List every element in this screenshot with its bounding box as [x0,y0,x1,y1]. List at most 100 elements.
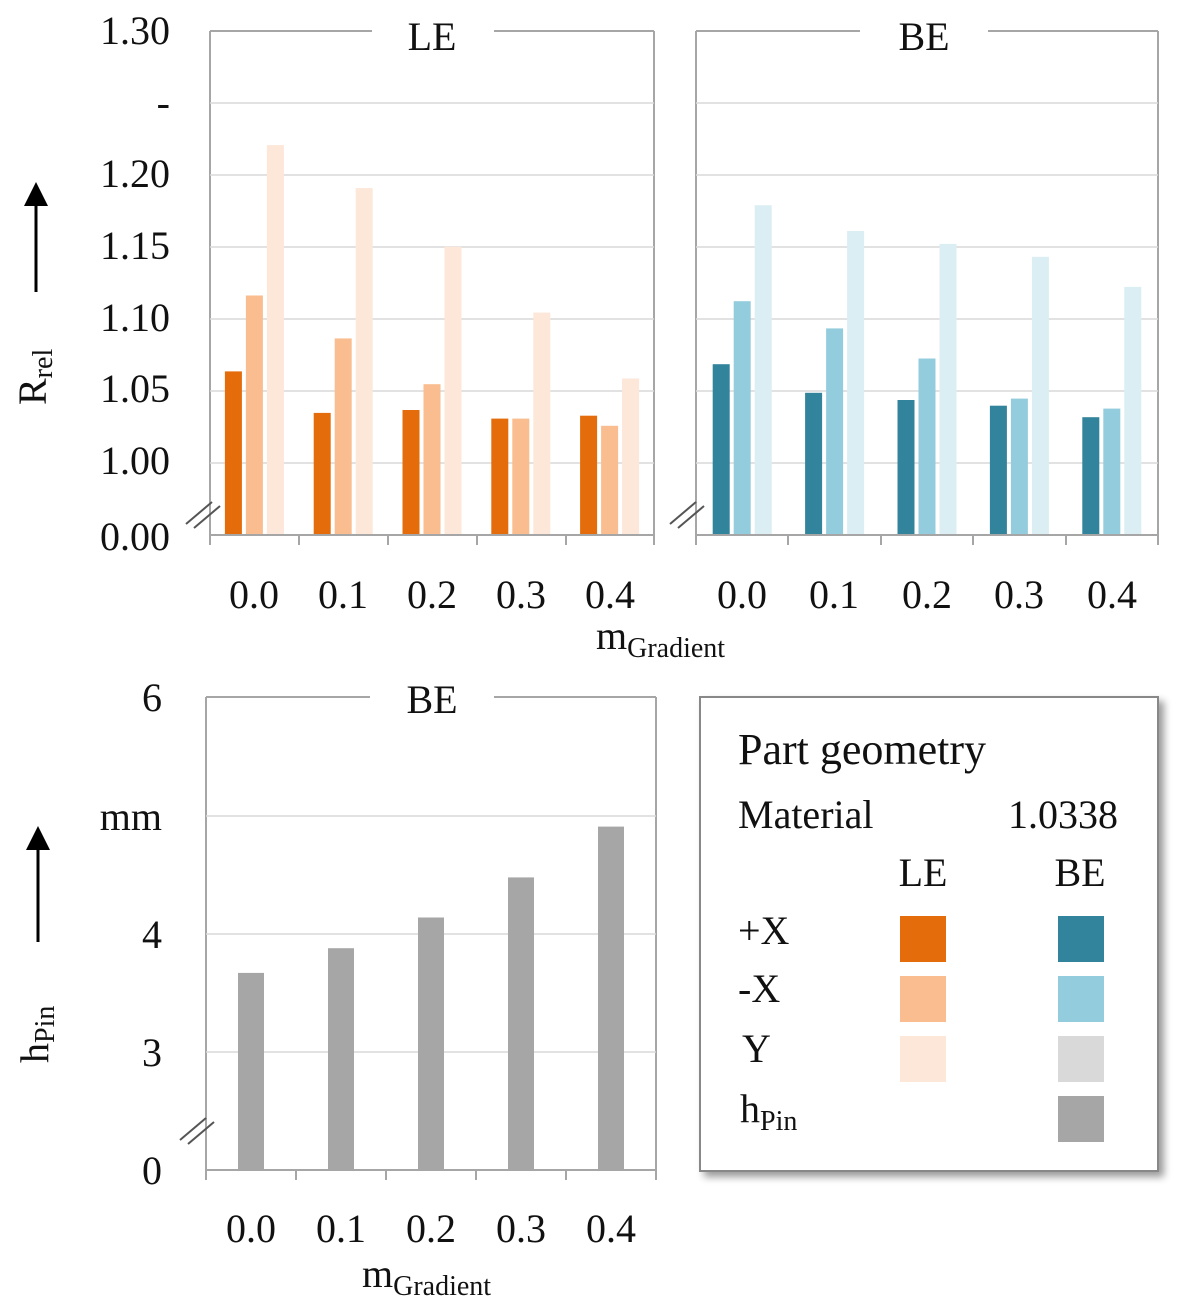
top-y-tick: 1.05 [100,366,170,411]
legend-swatch-be-mx [1058,976,1104,1022]
top-y-tick: 1.30 [100,8,170,53]
grid [210,102,654,464]
x-tick-label: 0.1 [809,572,859,617]
legend-swatch-be-y [1058,1036,1104,1082]
bar-y-0-2 [444,246,462,536]
panel-frame [695,30,1159,535]
bar-hpin-0-0 [238,972,264,1170]
panel-le: LE 0.0 0.1 0.2 0.3 0.4 [185,14,655,617]
bar-y-0-0 [266,145,284,535]
axis-break-icon [179,1117,215,1145]
bar-x-0-1 [334,338,352,535]
bottom-y-axis: 6 mm 4 3 0 [100,675,162,1193]
bar-hpin-0-1 [328,948,354,1170]
bar-y-0-2 [939,243,957,535]
legend-swatch-be-px [1058,916,1104,962]
axis-break-icon [669,501,705,529]
legend-row-px: +X [738,908,790,953]
bar-y-0-1 [355,188,373,535]
bottom-y-axis-label: hPin [12,1006,61,1063]
x-axis [209,534,655,545]
x-tick-label: 0.2 [902,572,952,617]
x-tick-label: 0.4 [586,1206,636,1251]
bar-x-0-3 [989,405,1007,535]
x-ticks: 0.0 0.1 0.2 0.3 0.4 [226,1206,636,1251]
bar-y-0-0 [754,205,772,535]
legend-col-be: BE [1054,850,1105,895]
bar-x-0-4 [580,415,598,535]
bar-x-0-4 [1103,408,1121,535]
bottom-y-title: hPin [12,826,61,1063]
top-y-title: Rrel [10,182,59,405]
bar-x-0-0 [245,295,263,535]
x-tick-label: 0.1 [316,1206,366,1251]
legend-swatch-le-y [900,1036,946,1082]
x-tick-label: 0.2 [406,1206,456,1251]
x-tick-label: 0.4 [1087,572,1137,617]
top-y-tick: 1.10 [100,295,170,340]
bar-x-0-3 [512,418,530,535]
bar-x-0-1 [805,392,823,535]
x-ticks: 0.0 0.1 0.2 0.3 0.4 [717,572,1137,617]
bars-be [712,205,1142,535]
bar-x-0-2 [423,384,441,535]
top-y-axis: 1.30 - 1.20 1.15 1.10 1.05 1.00 0.00 [100,8,170,559]
x-ticks: 0.0 0.1 0.2 0.3 0.4 [229,572,635,617]
bar-y-0-3 [1031,256,1049,535]
bar-x-0-0 [733,301,751,535]
legend-row-mx: -X [738,966,780,1011]
panel-hpin: BE 0.0 0.1 0.2 0.3 0.4 [179,677,657,1251]
legend-material-value: 1.0338 [1008,792,1118,837]
bottom-y-tick: 3 [142,1030,162,1075]
bottom-y-tick: 0 [142,1148,162,1193]
panel-title: BE [898,14,949,59]
bar-x-0-3 [1010,398,1028,535]
x-tick-label: 0.0 [226,1206,276,1251]
bar-y-0-3 [533,312,551,535]
bottom-y-tick: 4 [142,912,162,957]
bar-hpin-0-3 [508,877,534,1170]
bar-hpin-0-2 [418,917,444,1170]
bottom-y-tick: mm [100,794,162,839]
panel-title: LE [408,14,457,59]
top-y-tick: - [157,80,170,125]
bar-y-0-1 [847,231,865,535]
bar-x-0-2 [918,358,936,535]
legend-title: Part geometry [738,725,986,774]
bottom-x-axis-label: mGradient [362,1251,491,1302]
bar-y-0-4 [1124,286,1142,535]
bar-x-0-1 [313,412,331,535]
x-tick-label: 0.2 [407,572,457,617]
legend-swatch-le-px [900,916,946,962]
top-y-tick: 0.00 [100,514,170,559]
x-tick-label: 0.3 [496,1206,546,1251]
axis-break-icon [185,501,221,529]
panel-frame [209,30,655,535]
top-y-tick: 1.20 [100,151,170,196]
bar-x-0-4 [601,425,619,535]
bar-x-0-0 [712,364,730,535]
legend-col-le: LE [899,850,948,895]
x-tick-label: 0.4 [585,572,635,617]
x-axis [695,534,1159,545]
legend-material-label: Material [738,792,874,837]
x-tick-label: 0.0 [229,572,279,617]
bars-le [224,145,640,536]
top-x-axis-label: mGradient [596,613,725,664]
top-y-axis-label: Rrel [10,349,59,405]
bar-x-0-2 [897,400,915,535]
bars-hpin [238,826,624,1170]
bar-x-0-4 [1082,417,1100,535]
legend: Part geometry Material 1.0338 LE BE +X -… [699,696,1159,1172]
bar-x-0-0 [224,371,242,535]
legend-row-hpin: hPin [740,1086,797,1137]
top-y-tick: 1.00 [100,438,170,483]
x-axis [205,1169,657,1180]
top-y-tick: 1.15 [100,223,170,268]
x-tick-label: 0.0 [717,572,767,617]
panel-title: BE [406,677,457,722]
panel-be: BE 0.0 0.1 0.2 0.3 0.4 [669,14,1159,617]
bottom-y-tick: 6 [142,675,162,720]
bar-x-0-1 [826,328,844,535]
